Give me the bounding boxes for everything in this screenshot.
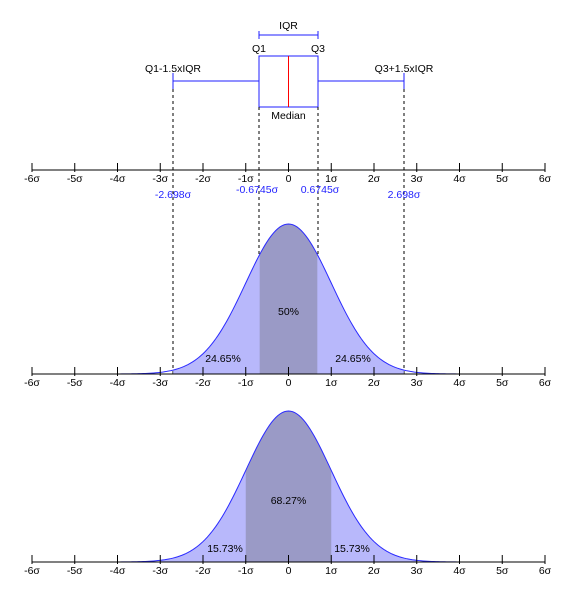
axis-tick-label: -2σ	[195, 173, 211, 185]
iqr-right-percent: 24.65%	[335, 353, 371, 365]
axis-tick-label: 3σ	[411, 565, 424, 577]
axis-tick-label: 5σ	[496, 173, 509, 185]
axis-tick-label: 4σ	[453, 377, 466, 389]
axis-tick-label: 3σ	[411, 173, 424, 185]
axis-tick-label: 1σ	[325, 173, 338, 185]
distribution-center-area	[245, 411, 332, 562]
quartile-value-labels: -2.698σ -0.6745σ 0.6745σ 2.698σ	[155, 184, 421, 201]
sigma-right-percent: 15.73%	[334, 543, 370, 555]
axis-tick-label: -3σ	[152, 565, 168, 577]
axis-tick-label: 1σ	[325, 377, 338, 389]
axis-tick-label: -3σ	[152, 173, 168, 185]
iqr-label: IQR	[279, 20, 298, 32]
axis-middle: -6σ -5σ -4σ -3σ -2σ -1σ 0 1σ 2σ 3σ 4σ 5σ 6σ	[24, 367, 552, 389]
axis-tick-label: -1σ	[238, 565, 254, 577]
axis-tick-label: 5σ	[496, 565, 509, 577]
axis-tick-label: -3σ	[152, 377, 168, 389]
axis-top: -6σ -5σ -4σ -3σ -2σ -1σ 0 1σ 2σ 3σ 4σ 5σ 6σ	[24, 163, 552, 185]
axis-tick-label: 1σ	[325, 565, 338, 577]
axis-tick-label: 4σ	[453, 173, 466, 185]
axis-tick-label: 2σ	[368, 377, 381, 389]
boxplot: IQR Q1 Q3 Q1-1.5xIQR Q3+1.5xIQR Median	[145, 20, 434, 122]
axis-tick-label: -1σ	[238, 377, 254, 389]
axis-tick-label: -4σ	[110, 173, 126, 185]
axis-tick-label: -6σ	[24, 377, 40, 389]
axis-tick-label: -6σ	[24, 565, 40, 577]
axis-tick-label: 3σ	[411, 377, 424, 389]
axis-tick-label: -2σ	[195, 565, 211, 577]
axis-tick-label: 6σ	[539, 565, 552, 577]
distribution-panel-sigma: -6σ -5σ -4σ -3σ -2σ -1σ 0 1σ 2σ 3σ 4σ 5σ 6σ 68.27% 1…	[24, 410, 552, 577]
axis-tick-label: -6σ	[24, 173, 40, 185]
lower-whisker-value-label: -2.698σ	[155, 189, 192, 201]
median-label: Median	[271, 110, 306, 122]
axis-tick-label: 4σ	[453, 565, 466, 577]
q1-label: Q1	[252, 43, 266, 55]
axis-tick-label: 5σ	[496, 377, 509, 389]
q3-value-label: 0.6745σ	[301, 184, 340, 196]
axis-tick-label: 6σ	[539, 173, 552, 185]
axis-tick-label: -4σ	[110, 377, 126, 389]
sigma-left-percent: 15.73%	[207, 543, 243, 555]
axis-tick-label: -4σ	[110, 565, 126, 577]
axis-tick-label: 0	[286, 565, 292, 577]
axis-tick-label: 6σ	[539, 377, 552, 389]
axis-bottom: -6σ -5σ -4σ -3σ -2σ -1σ 0 1σ 2σ 3σ 4σ 5σ 6σ	[24, 555, 552, 577]
lower-whisker-label: Q1-1.5xIQR	[145, 63, 201, 75]
axis-tick-label: -5σ	[67, 565, 83, 577]
upper-whisker-value-label: 2.698σ	[388, 189, 421, 201]
q3-label: Q3	[311, 43, 325, 55]
iqr-left-percent: 24.65%	[205, 353, 241, 365]
distribution-panel-iqr: -6σ -5σ -4σ -3σ -2σ -1σ 0 1σ 2σ 3σ 4σ 5σ 6σ 50% 24.6…	[24, 223, 552, 389]
q1-value-label: -0.6745σ	[236, 184, 279, 196]
axis-tick-label: 2σ	[368, 565, 381, 577]
axis-tick-label: -5σ	[67, 377, 83, 389]
axis-tick-label: -5σ	[67, 173, 83, 185]
iqr-center-percent: 50%	[278, 306, 299, 318]
sigma-center-percent: 68.27%	[271, 495, 307, 507]
axis-tick-label: -2σ	[195, 377, 211, 389]
axis-tick-label: 2σ	[368, 173, 381, 185]
axis-tick-label: 0	[286, 377, 292, 389]
axis-tick-label: 0	[286, 173, 292, 185]
distribution-center-area	[259, 224, 318, 374]
axis-tick-label: -1σ	[238, 173, 254, 185]
upper-whisker-label: Q3+1.5xIQR	[375, 63, 434, 75]
